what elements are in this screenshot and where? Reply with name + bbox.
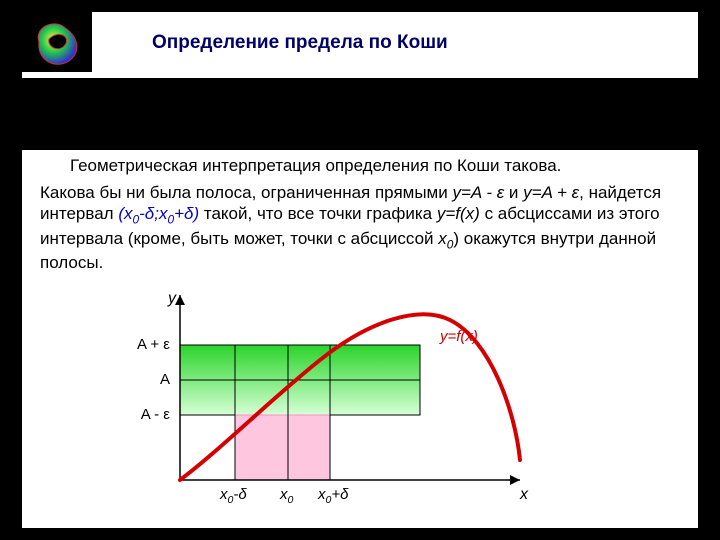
page-title: Определение предела по Коши: [152, 32, 448, 54]
a-plus-label: A + ε: [137, 336, 170, 353]
chart: y x A + ε A A - ε x0-δ x0 x0+δ y=f(x): [120, 290, 600, 520]
interval-mid2: +δ): [174, 204, 199, 223]
x0-minus-label: x0-δ: [220, 486, 247, 506]
curve-label: y=f(x): [440, 328, 478, 345]
x0m-letter: x: [220, 486, 228, 503]
logo-icon: [22, 12, 92, 72]
interval-open: (x0-δ;x0+δ): [118, 204, 199, 223]
para-text: Какова бы ни была полоса, ограниченная п…: [40, 183, 452, 202]
para-text: и: [504, 183, 523, 202]
x0-label: x0: [280, 486, 293, 506]
x0-plus-label: x0+δ: [318, 486, 348, 506]
header: Определение предела по Коши: [0, 12, 720, 72]
interval-x1: (x: [118, 204, 132, 223]
x0-letter: x: [438, 229, 447, 248]
x0-letter2: x: [280, 486, 288, 503]
slide: Определение предела по Коши Геометрическ…: [0, 0, 720, 540]
eq3: y=f(x): [437, 204, 480, 223]
eq1: y=A - ε: [452, 183, 504, 202]
x0p-tail: +δ: [331, 486, 348, 503]
a-minus-label: A - ε: [141, 406, 170, 423]
subtitle: Геометрическая интерпретация определения…: [70, 156, 561, 176]
chart-svg: [120, 290, 600, 520]
black-band: [22, 78, 698, 150]
x0: x0: [438, 229, 453, 248]
x0m-tail: -δ: [233, 486, 246, 503]
x-axis-label: x: [520, 486, 528, 504]
x0-sub2: 0: [288, 494, 294, 506]
a-label: A: [160, 371, 170, 388]
interval-mid1: -δ;: [139, 204, 159, 223]
x0p-letter: x: [318, 486, 326, 503]
eq2: y=A + ε: [523, 183, 579, 202]
y-axis-label: y: [168, 290, 176, 308]
para-text: такой, что все точки графика: [199, 204, 437, 223]
paragraph: Какова бы ни была полоса, ограниченная п…: [40, 182, 680, 273]
